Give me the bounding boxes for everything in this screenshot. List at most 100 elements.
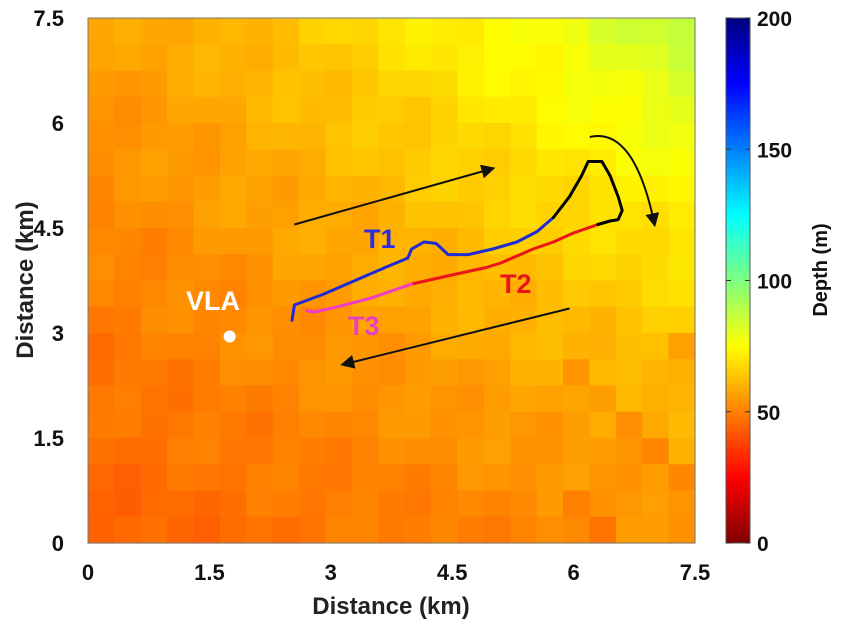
heatmap-cell — [668, 438, 696, 465]
heatmap-cell — [351, 18, 379, 45]
heatmap-cell — [615, 18, 643, 45]
heatmap-cell — [88, 201, 115, 229]
heatmap-cell — [219, 70, 247, 98]
heatmap-cell — [272, 516, 300, 544]
heatmap-cell — [88, 280, 115, 308]
heatmap-cell — [378, 385, 406, 413]
heatmap-cell — [167, 464, 195, 492]
x-tick-label: 3 — [325, 560, 337, 585]
heatmap-cell — [563, 44, 591, 72]
heatmap-cell — [219, 516, 247, 544]
heatmap-cell — [457, 123, 485, 150]
heatmap-cell — [219, 96, 247, 124]
heatmap-cell — [351, 175, 379, 203]
heatmap-cell — [668, 228, 696, 255]
heatmap-cell — [589, 18, 617, 45]
heatmap-cell — [615, 280, 643, 308]
heatmap-cell — [536, 70, 564, 98]
heatmap-cell — [642, 123, 670, 150]
heatmap-cell — [483, 438, 511, 465]
heatmap-cell — [642, 333, 670, 360]
heatmap-cell — [483, 333, 511, 360]
heatmap-cell — [299, 359, 327, 387]
heatmap-cell — [219, 490, 247, 518]
heatmap-cell — [193, 149, 221, 177]
heatmap-cell — [431, 385, 459, 413]
heatmap-cell — [510, 385, 538, 413]
heatmap-cell — [299, 490, 327, 518]
heatmap-cell — [431, 44, 459, 72]
heatmap-cell — [536, 464, 564, 492]
heatmap-cell — [193, 306, 221, 334]
heatmap-cell — [193, 70, 221, 98]
heatmap-cell — [378, 201, 406, 229]
heatmap-cell — [140, 149, 168, 177]
heatmap-cell — [589, 411, 617, 439]
heatmap-cell — [140, 18, 168, 45]
heatmap-cell — [615, 411, 643, 439]
heatmap-cell — [272, 359, 300, 387]
heatmap-cell — [589, 228, 617, 255]
heatmap-cell — [457, 438, 485, 465]
heatmap-cell — [219, 149, 247, 177]
heatmap-cell — [88, 175, 115, 203]
heatmap-cell — [167, 175, 195, 203]
heatmap-cell — [431, 359, 459, 387]
heatmap-cell — [299, 201, 327, 229]
heatmap-cell — [325, 96, 353, 124]
heatmap-cell — [140, 175, 168, 203]
heatmap-cell — [642, 201, 670, 229]
y-tick-label: 0 — [52, 531, 64, 556]
heatmap-cell — [351, 306, 379, 334]
heatmap-cell — [325, 228, 353, 255]
heatmap-cell — [483, 44, 511, 72]
heatmap-cell — [642, 175, 670, 203]
heatmap-cell — [563, 438, 591, 465]
heatmap-cell — [668, 96, 696, 124]
y-tick-label: 6 — [52, 111, 64, 136]
heatmap-cell — [193, 464, 221, 492]
heatmap-cell — [642, 438, 670, 465]
heatmap-cell — [563, 411, 591, 439]
heatmap-cell — [167, 70, 195, 98]
heatmap-cell — [536, 201, 564, 229]
heatmap-cell — [299, 18, 327, 45]
heatmap-cell — [668, 254, 696, 282]
heatmap-cell — [510, 70, 538, 98]
heatmap-cell — [404, 149, 432, 177]
heatmap-cell — [88, 411, 115, 439]
heatmap-cell — [563, 70, 591, 98]
heatmap-cell — [615, 516, 643, 544]
heatmap-cell — [246, 464, 274, 492]
heatmap-cell — [351, 96, 379, 124]
heatmap-cell — [431, 464, 459, 492]
heatmap-cell — [219, 464, 247, 492]
heatmap-cell — [615, 306, 643, 334]
heatmap-cell — [325, 490, 353, 518]
heatmap-cell — [140, 96, 168, 124]
heatmap-cell — [299, 44, 327, 72]
heatmap-cell — [325, 70, 353, 98]
heatmap-cell — [88, 438, 115, 465]
heatmap-cell — [325, 411, 353, 439]
heatmap-cell — [404, 385, 432, 413]
heatmap-cell — [404, 123, 432, 150]
heatmap-cell — [219, 359, 247, 387]
heatmap-cell — [642, 385, 670, 413]
heatmap-cell — [510, 201, 538, 229]
heatmap-cell — [615, 464, 643, 492]
heatmap-cell — [510, 333, 538, 360]
heatmap-cell — [114, 254, 142, 282]
heatmap-cell — [668, 123, 696, 150]
heatmap-cell — [193, 385, 221, 413]
heatmap-cell — [140, 490, 168, 518]
heatmap-cell — [219, 123, 247, 150]
heatmap-cell — [272, 175, 300, 203]
heatmap-cell — [404, 96, 432, 124]
heatmap-cell — [88, 490, 115, 518]
y-tick-label: 3 — [52, 321, 64, 346]
heatmap-cell — [351, 516, 379, 544]
heatmap-cell — [510, 18, 538, 45]
heatmap-cell — [378, 306, 406, 334]
heatmap-cell — [563, 149, 591, 177]
